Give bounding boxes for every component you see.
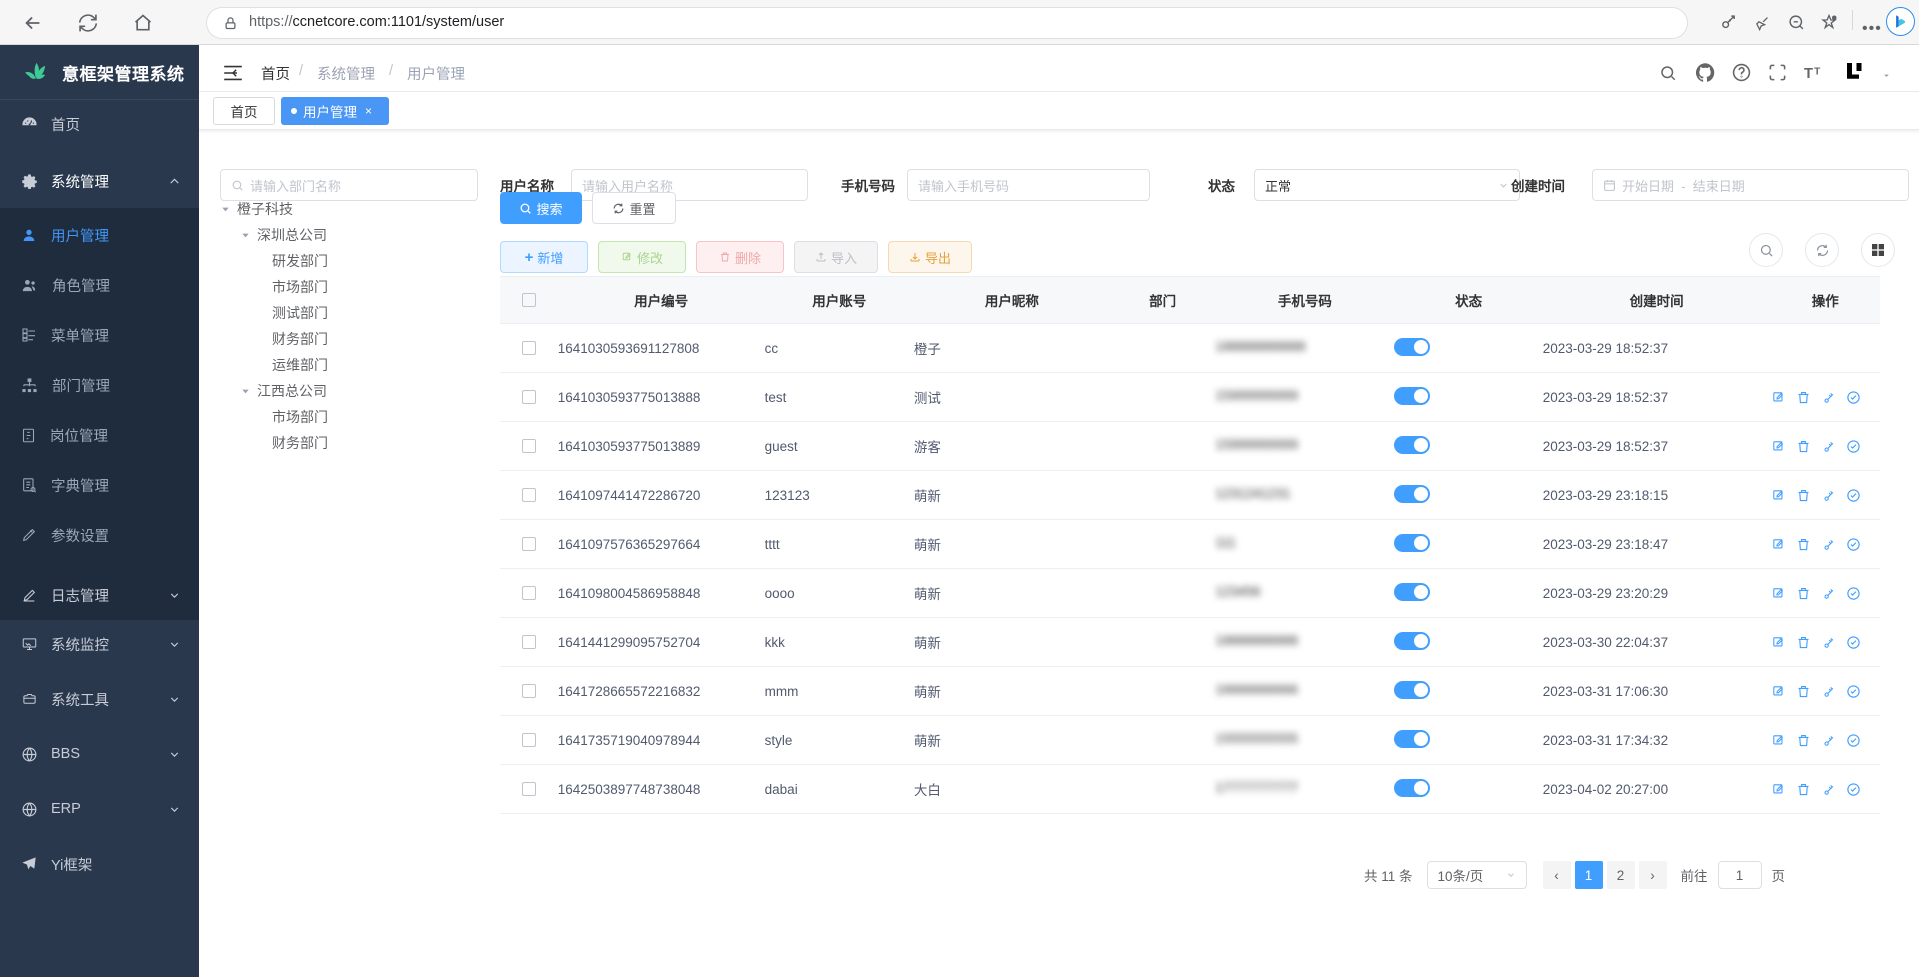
svg-text:T: T: [1814, 66, 1821, 77]
svg-text:T: T: [1804, 66, 1813, 82]
